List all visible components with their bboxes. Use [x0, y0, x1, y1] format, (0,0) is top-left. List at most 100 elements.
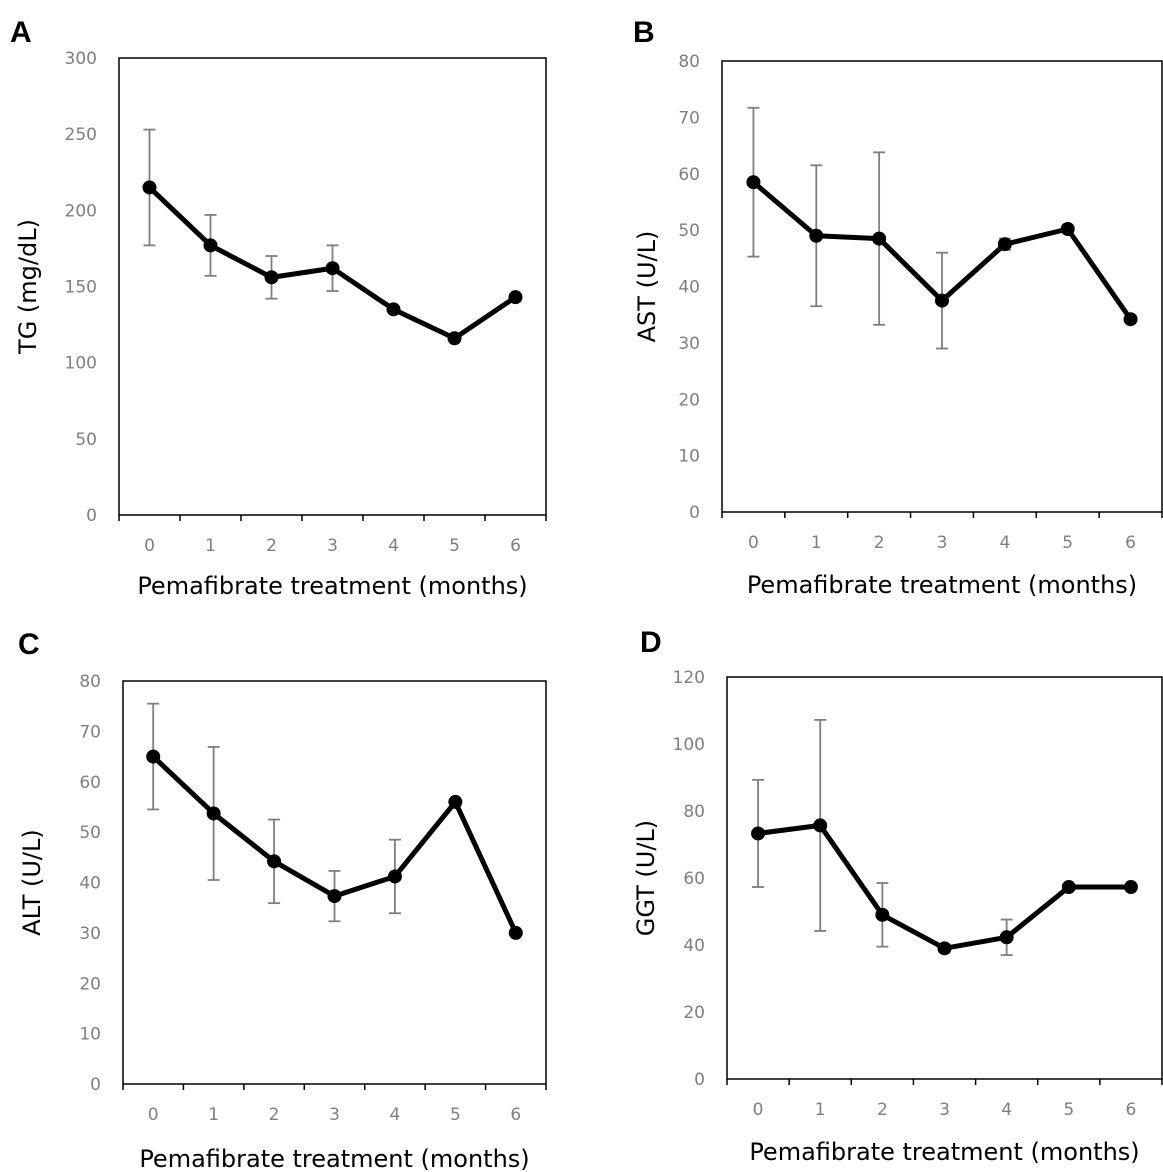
- y-tick-label: 40: [678, 278, 700, 298]
- y-tick-label: 30: [79, 924, 101, 944]
- x-axis-title: Pemafibrate treatment (months): [749, 1138, 1139, 1166]
- y-tick-label: 40: [683, 936, 705, 956]
- y-axis-title: TG (mg/dL): [14, 219, 42, 355]
- y-tick-label: 120: [673, 668, 705, 688]
- panel-d: D 0 20 40 60 80 100 120 0 1 2 3 4 5 6 Pemafibrate treat…: [632, 626, 1163, 1166]
- panel-letter: D: [640, 626, 662, 659]
- y-axis-title: ALT (U/L): [18, 829, 46, 936]
- x-tick-label: 1: [811, 533, 822, 553]
- data-point: [1060, 221, 1075, 236]
- x-tick-label: 0: [753, 1100, 764, 1120]
- x-tick-label: 4: [1001, 1100, 1012, 1120]
- data-point: [386, 302, 401, 317]
- plot-frame: [118, 57, 547, 516]
- x-tick-label: 3: [327, 536, 338, 556]
- data-point: [264, 270, 279, 285]
- panel-letter: B: [633, 16, 655, 49]
- y-tick-label: 0: [689, 503, 700, 523]
- x-tick-label: 3: [329, 1105, 340, 1125]
- data-point: [872, 231, 887, 246]
- x-tick-label: 6: [510, 1105, 521, 1125]
- x-axis-title: Pemafibrate treatment (months): [747, 571, 1137, 599]
- panel-letter: C: [18, 628, 40, 661]
- data-point: [809, 228, 824, 243]
- plot-frame: [122, 680, 547, 1085]
- data-point: [999, 930, 1014, 945]
- panel-a: A 0 50 100 150 200 250 300 0 1 2 3 4 5 6 Pemafibrate tr…: [10, 16, 547, 600]
- data-point: [203, 238, 218, 253]
- data-point: [267, 854, 282, 869]
- x-tick-label: 3: [939, 1100, 950, 1120]
- x-tick-label: 0: [148, 1105, 159, 1125]
- x-tick-label: 6: [1126, 1100, 1137, 1120]
- y-tick-label: 50: [79, 823, 101, 843]
- y-tick-label: 80: [678, 52, 700, 72]
- y-tick-label: 10: [79, 1025, 101, 1045]
- y-tick-label: 300: [65, 49, 97, 69]
- x-tick-label: 5: [1063, 1100, 1074, 1120]
- y-tick-label: 80: [683, 802, 705, 822]
- y-tick-label: 70: [79, 722, 101, 742]
- y-tick-label: 50: [75, 430, 97, 450]
- y-tick-label: 20: [683, 1003, 705, 1023]
- data-point: [813, 818, 828, 833]
- plot-frame: [721, 60, 1163, 513]
- data-point: [935, 293, 949, 308]
- y-tick-label: 40: [79, 874, 101, 894]
- data-point: [508, 290, 523, 305]
- plot-frame: [726, 676, 1163, 1080]
- data-point: [447, 331, 462, 346]
- data-point: [325, 261, 340, 276]
- y-tick-label: 150: [65, 278, 97, 298]
- y-tick-label: 10: [678, 447, 700, 467]
- y-tick-label: 80: [79, 672, 101, 692]
- x-tick-label: 1: [208, 1105, 219, 1125]
- x-tick-label: 4: [390, 1105, 401, 1125]
- data-point: [508, 925, 523, 940]
- panel-c: C 0 10 20 30 40 50 60 70 80 0 1 2 3 4 5 6 Pemafibrate tre…: [18, 628, 547, 1172]
- y-tick-label: 100: [65, 354, 97, 374]
- panel-letter: A: [10, 16, 32, 49]
- data-point: [997, 237, 1012, 252]
- x-tick-label: 2: [874, 533, 885, 553]
- x-axis-title: Pemafibrate treatment (months): [137, 572, 527, 600]
- data-point: [1123, 880, 1138, 895]
- data-point: [206, 806, 221, 821]
- x-tick-label: 1: [815, 1100, 826, 1120]
- x-tick-label: 5: [1062, 533, 1073, 553]
- x-tick-label: 4: [999, 533, 1010, 553]
- x-tick-label: 0: [748, 533, 759, 553]
- x-tick-label: 1: [205, 536, 216, 556]
- data-point: [448, 794, 463, 809]
- y-tick-label: 20: [79, 974, 101, 994]
- data-point: [1061, 880, 1076, 895]
- x-tick-label: 2: [266, 536, 277, 556]
- y-tick-label: 0: [694, 1070, 705, 1090]
- panel-b: B 0 10 20 30 40 50 60 70 80 0 1 2 3 4 5 6 Pemafibrate tre…: [633, 16, 1163, 599]
- y-axis-title: AST (U/L): [633, 231, 661, 343]
- x-tick-label: 6: [510, 536, 521, 556]
- y-tick-label: 60: [683, 869, 705, 889]
- x-axis-title: Pemafibrate treatment (months): [139, 1145, 529, 1172]
- data-point: [142, 180, 157, 195]
- data-point: [1123, 312, 1138, 327]
- data-point: [146, 749, 161, 764]
- y-tick-label: 60: [678, 165, 700, 185]
- x-tick-label: 3: [937, 533, 948, 553]
- data-point: [387, 869, 402, 884]
- y-tick-label: 20: [678, 390, 700, 410]
- data-point: [937, 941, 952, 956]
- y-tick-label: 0: [86, 506, 97, 526]
- x-tick-label: 0: [144, 536, 155, 556]
- x-tick-label: 5: [450, 1105, 461, 1125]
- data-point: [751, 826, 766, 841]
- x-tick-label: 2: [877, 1100, 888, 1120]
- y-tick-label: 50: [678, 221, 700, 241]
- y-tick-label: 250: [65, 125, 97, 145]
- data-point: [746, 175, 761, 190]
- y-tick-label: 0: [90, 1075, 101, 1095]
- y-tick-label: 70: [678, 108, 700, 128]
- y-tick-label: 100: [673, 735, 705, 755]
- y-tick-label: 60: [79, 773, 101, 793]
